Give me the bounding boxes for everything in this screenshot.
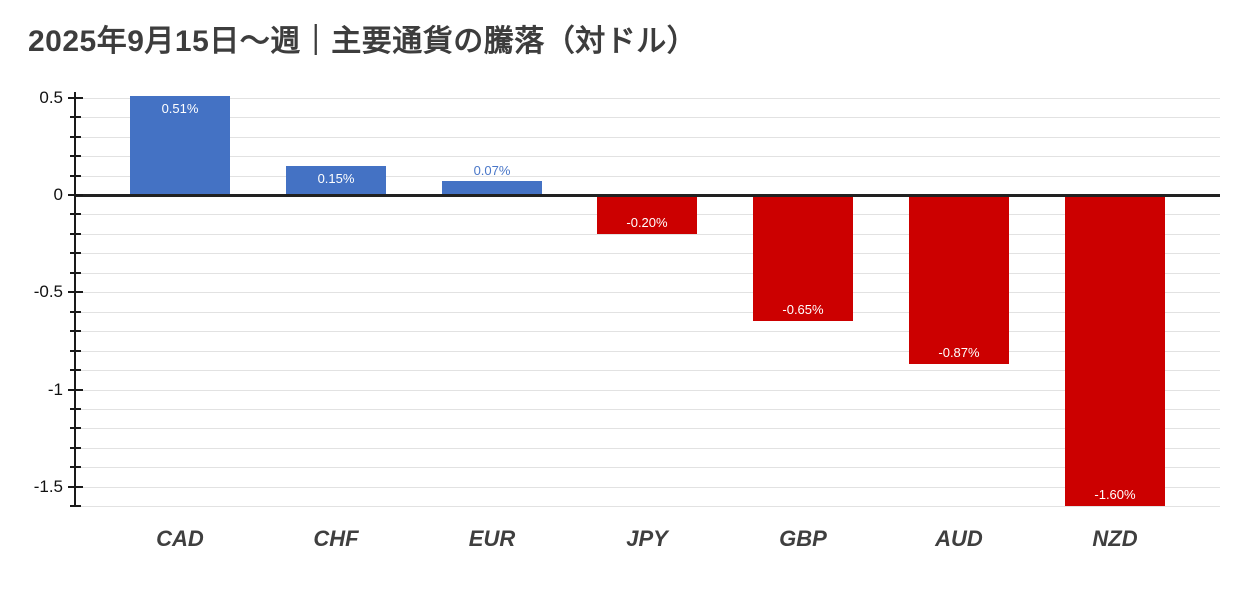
y-axis-tick-label: 0: [53, 185, 63, 204]
y-axis-minor-tick: [70, 136, 81, 138]
gridline: [75, 253, 1220, 254]
bar-value-label-chf: 0.15%: [317, 171, 355, 186]
y-axis-tick-label: 0.5: [39, 88, 63, 107]
bar-chf[interactable]: [286, 166, 386, 195]
bar-value-label-jpy: -0.20%: [626, 215, 668, 230]
y-axis-major-tick: [68, 194, 83, 196]
gridline: [75, 312, 1220, 313]
gridline: [75, 156, 1220, 157]
y-axis-minor-tick: [70, 311, 81, 313]
y-axis-minor-tick: [70, 369, 81, 371]
y-axis-minor-tick: [70, 505, 81, 507]
y-axis-major-tick: [68, 389, 83, 391]
x-axis-label-jpy: JPY: [626, 526, 668, 551]
y-axis-minor-tick: [70, 155, 81, 157]
x-axis-label-cad: CAD: [156, 526, 204, 551]
gridline: [75, 292, 1220, 293]
y-axis-minor-tick: [70, 427, 81, 429]
gridline: [75, 117, 1220, 118]
y-axis-tick-label: -0.5: [33, 282, 63, 301]
x-axis-label-chf: CHF: [313, 526, 359, 551]
gridline: [75, 428, 1220, 429]
y-axis-tick-label: -1.5: [33, 477, 63, 496]
bar-value-label-cad: 0.51%: [161, 101, 199, 116]
y-axis-minor-tick: [70, 408, 81, 410]
gridline: [75, 467, 1220, 468]
bar-jpy[interactable]: [597, 195, 697, 234]
gridline: [75, 98, 1220, 99]
y-axis-tick-label: -1: [47, 380, 63, 399]
gridline: [75, 234, 1220, 235]
y-axis-minor-tick: [70, 466, 81, 468]
x-axis-label-eur: EUR: [468, 526, 516, 551]
bar-value-label-eur: 0.07%: [473, 163, 511, 178]
y-axis-line: [74, 92, 76, 506]
y-axis-major-tick: [68, 486, 83, 488]
y-axis-minor-tick: [70, 233, 81, 235]
gridline: [75, 409, 1220, 410]
y-axis-major-tick: [68, 291, 83, 293]
gridline: [75, 137, 1220, 138]
gridline: [75, 331, 1220, 332]
bar-value-label-nzd: -1.60%: [1094, 487, 1136, 502]
y-axis-minor-tick: [70, 272, 81, 274]
y-axis-major-tick: [68, 97, 83, 99]
bar-gbp[interactable]: [753, 195, 853, 321]
bar-nzd[interactable]: [1065, 195, 1165, 506]
bar-value-label-gbp: -0.65%: [782, 302, 824, 317]
y-axis-minor-tick: [70, 252, 81, 254]
y-axis-minor-tick: [70, 116, 81, 118]
gridline: [75, 370, 1220, 371]
bar-aud[interactable]: [909, 195, 1009, 364]
y-axis-minor-tick: [70, 447, 81, 449]
bar-value-label-aud: -0.87%: [938, 345, 980, 360]
gridline: [75, 506, 1220, 507]
y-axis-minor-tick: [70, 175, 81, 177]
gridline: [75, 273, 1220, 274]
zero-axis-line: [75, 194, 1220, 197]
bar-cad[interactable]: [130, 96, 230, 195]
gridline: [75, 351, 1220, 352]
y-axis-minor-tick: [70, 330, 81, 332]
bar-eur[interactable]: [442, 181, 542, 195]
y-axis-minor-tick: [70, 350, 81, 352]
gridline: [75, 390, 1220, 391]
x-axis-label-gbp: GBP: [779, 526, 827, 551]
x-axis-label-aud: AUD: [935, 526, 983, 551]
x-axis-label-nzd: NZD: [1092, 526, 1138, 551]
gridline: [75, 487, 1220, 488]
chart-title: 2025年9月15日～週｜主要通貨の騰落（対ドル）: [28, 25, 698, 58]
y-axis-minor-tick: [70, 213, 81, 215]
gridline: [75, 176, 1220, 177]
gridline: [75, 448, 1220, 449]
